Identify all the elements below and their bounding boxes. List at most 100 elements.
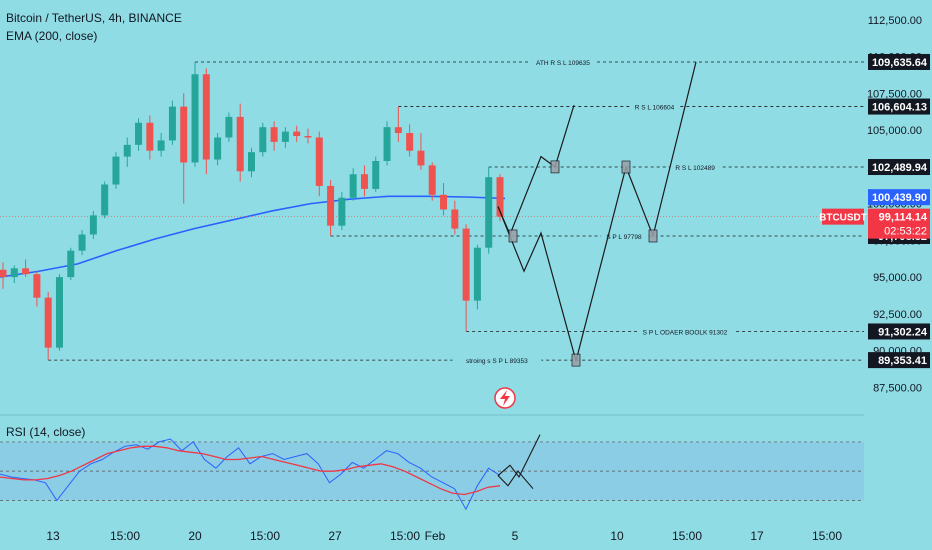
- candle-body: [202, 74, 210, 160]
- time-axis[interactable]: 13 15:00 20 15:00 27 15:00 Feb 5 10 15:00 17 15:00: [46, 529, 842, 543]
- price-tag: 106,604.13: [872, 102, 927, 114]
- symbol-title: Bitcoin / TetherUS, 4h, BINANCE: [6, 11, 182, 25]
- candle-body: [146, 122, 154, 151]
- ema-200-line: [0, 195, 506, 278]
- x-tick: Feb: [425, 529, 446, 543]
- rsi-projection-a: [497, 434, 541, 479]
- candle-body: [168, 106, 176, 141]
- candle-body: [428, 165, 436, 195]
- candle-body: [10, 268, 18, 278]
- price-tag-bg: [868, 53, 930, 70]
- x-tick: 15:00: [250, 529, 280, 543]
- price-tag-bg: [868, 352, 930, 369]
- candle-body: [22, 268, 30, 275]
- current-price-value: 99,114.14: [879, 212, 928, 224]
- level-label: S P L 97798: [606, 234, 642, 241]
- candle-body: [360, 174, 368, 189]
- ema-line: [0, 195, 864, 278]
- candle-body: [394, 127, 402, 134]
- x-tick: 5: [512, 529, 519, 543]
- x-tick: 20: [188, 529, 202, 543]
- candle-body: [417, 150, 425, 166]
- x-tick: 15:00: [812, 529, 842, 543]
- projection-pivot-marker: [571, 353, 581, 367]
- ema-tag: 100,439.90: [872, 192, 927, 204]
- candle-body: [372, 160, 380, 189]
- level-label-bg: [636, 326, 733, 337]
- candle-body: [462, 228, 470, 301]
- candle-body: [78, 234, 86, 251]
- candle-body: [112, 156, 120, 185]
- price-tick: 87,500.00: [873, 382, 922, 394]
- candle-body: [383, 127, 391, 161]
- projection-pivot-marker: [508, 229, 518, 243]
- projection-pivot-marker: [648, 229, 658, 243]
- price-axis-bg: [864, 0, 932, 550]
- level-label-bg: [601, 230, 647, 241]
- candles: [0, 61, 504, 361]
- candle-body: [304, 136, 312, 138]
- candle-body: [281, 131, 289, 142]
- x-tick: 15:00: [390, 529, 420, 543]
- rsi-pane: 80.0046.8239.81: [0, 414, 930, 511]
- price-tick: 92,500.00: [873, 309, 922, 321]
- level-label-bg: [452, 355, 542, 366]
- horizontal-levels[interactable]: ATH R S L 109635 R S L 106604 R S L 102489…: [48, 56, 864, 366]
- x-tick: 10: [610, 529, 624, 543]
- symbol-tag: BTCUSDT: [819, 213, 867, 224]
- projection-paths[interactable]: [497, 61, 697, 367]
- candle-body: [33, 274, 41, 298]
- price-axis[interactable]: 112,500.00110,000.00107,500.00105,000.00…: [819, 0, 932, 550]
- candle-body: [225, 116, 233, 138]
- candle-body: [270, 127, 278, 142]
- price-tick: 107,500.00: [867, 88, 922, 100]
- rsi-ma-line: [0, 445, 501, 496]
- rsi-projection-b: [497, 470, 534, 490]
- price-tick: 105,000.00: [867, 125, 922, 137]
- rsi-legend: RSI (14, close): [6, 425, 85, 439]
- price-tick: 95,000.00: [873, 272, 922, 284]
- level-label: ATH R S L 109635: [536, 60, 590, 67]
- ema-tag-bg: [868, 189, 930, 206]
- candle-body: [0, 269, 7, 278]
- x-tick: 15:00: [672, 529, 702, 543]
- candle-body: [406, 133, 414, 151]
- price-tag-bg: [868, 323, 930, 340]
- level-label: stroing s S P L 89353: [466, 358, 528, 365]
- candle-body: [327, 185, 335, 226]
- candle-body: [440, 194, 448, 210]
- price-tag: 109,635.64: [872, 57, 928, 69]
- level-label: R S L 106604: [635, 105, 675, 112]
- projection-pivot-marker: [550, 160, 560, 174]
- current-price-tag-bg: [868, 208, 930, 239]
- candle-body: [338, 197, 346, 226]
- candle-body: [236, 116, 244, 172]
- candle-body: [123, 144, 131, 157]
- level-label: R S L 102489: [675, 165, 715, 172]
- candle-body: [44, 297, 52, 348]
- x-tick: 17: [750, 529, 764, 543]
- level-label-bg: [531, 56, 595, 67]
- level-label-bg: [670, 162, 720, 173]
- candle-body: [496, 177, 504, 217]
- candle-body: [157, 140, 165, 151]
- candle-body: [180, 106, 188, 163]
- candle-body: [101, 184, 109, 216]
- candle-body: [135, 122, 143, 145]
- rsi-line: [0, 438, 501, 511]
- candle-body: [293, 131, 301, 137]
- projection-pivot-marker: [621, 160, 631, 174]
- countdown-timer: 02:53:22: [884, 226, 927, 238]
- level-label-bg: [629, 101, 680, 112]
- price-tick: 112,500.00: [868, 15, 922, 27]
- price-tag: 89,353.41: [878, 355, 927, 367]
- flash-icon[interactable]: [494, 387, 516, 409]
- candle-body: [55, 277, 63, 348]
- candle-body: [191, 74, 199, 163]
- symbol-tag-bg: [822, 208, 864, 225]
- ema-legend: EMA (200, close): [6, 29, 97, 43]
- candle-body: [67, 250, 75, 278]
- candle-body: [214, 137, 222, 160]
- price-tag: 91,302.24: [878, 326, 928, 338]
